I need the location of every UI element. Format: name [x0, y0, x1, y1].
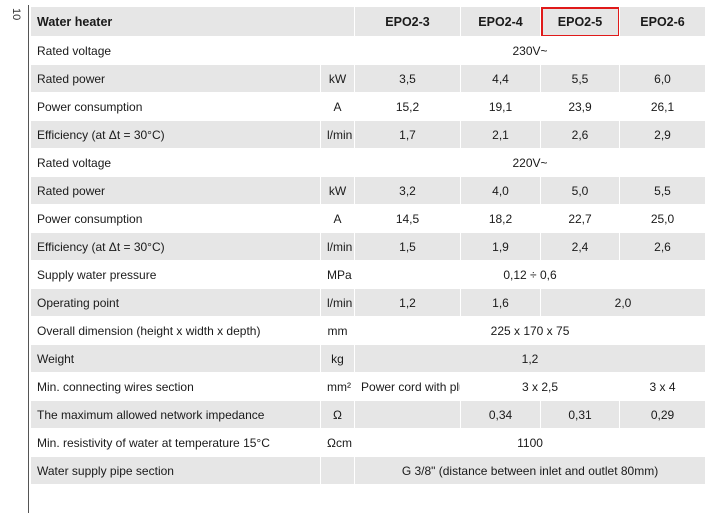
- header-row: Water heater EPO2-3 EPO2-4 EPO2-5 EPO2-6: [29, 6, 707, 37]
- row-unit: [319, 36, 356, 65]
- row-unit: Ωcm: [319, 428, 356, 457]
- table-row: Supply water pressure MPa 0,12 ÷ 0,6: [30, 260, 707, 289]
- row-value: 2,4: [540, 232, 621, 261]
- row-value: 5,0: [540, 176, 621, 205]
- row-value: 2,0: [540, 288, 707, 317]
- row-label: Rated power: [30, 64, 321, 93]
- row-value: 0,29: [619, 400, 707, 429]
- row-value: 220V~: [354, 148, 707, 177]
- page-number: 10: [10, 8, 22, 21]
- row-unit: Ω: [319, 400, 356, 429]
- row-value: 19,1: [460, 92, 542, 121]
- table-row: Efficiency (at Δt = 30°C) l/min 1,5 1,9 …: [30, 232, 707, 261]
- row-value: 23,9: [540, 92, 621, 121]
- row-value: 2,1: [460, 120, 542, 149]
- row-label: Weight: [30, 344, 321, 373]
- row-value: 0,12 ÷ 0,6: [354, 260, 707, 289]
- row-label: Overall dimension (height x width x dept…: [30, 316, 321, 345]
- row-value: [354, 400, 462, 429]
- table-row: Min. resistivity of water at temperature…: [30, 428, 707, 457]
- row-value: 4,0: [460, 176, 542, 205]
- row-label: Supply water pressure: [30, 260, 321, 289]
- row-value: 1,6: [460, 288, 542, 317]
- spec-table: Water heater EPO2-3 EPO2-4 EPO2-5 EPO2-6…: [29, 6, 707, 485]
- row-label: Power consumption: [30, 92, 321, 121]
- row-label: Operating point: [30, 288, 321, 317]
- table-row: Operating point l/min 1,2 1,6 2,0: [30, 288, 707, 317]
- row-value: 2,6: [540, 120, 621, 149]
- row-value: 18,2: [460, 204, 542, 233]
- row-unit: MPa: [319, 260, 356, 289]
- row-label: Water supply pipe section: [30, 456, 321, 485]
- table-row: The maximum allowed network impedance Ω …: [30, 400, 707, 429]
- row-value: 3 x 2,5: [460, 372, 621, 401]
- row-value: 2,9: [619, 120, 707, 149]
- row-value: 3,2: [354, 176, 462, 205]
- row-label: Rated power: [30, 176, 321, 205]
- model-header: EPO2-6: [619, 6, 707, 37]
- row-unit: l/min: [319, 232, 356, 261]
- table-title: Water heater: [29, 6, 356, 37]
- row-unit: A: [319, 204, 356, 233]
- margin-rule: [28, 5, 29, 513]
- row-value: 0,34: [460, 400, 542, 429]
- row-unit: mm²: [319, 372, 356, 401]
- model-header: EPO2-4: [460, 6, 542, 37]
- table-row: Rated power kW 3,2 4,0 5,0 5,5: [30, 176, 707, 205]
- row-value: 1,2: [354, 288, 462, 317]
- model-header: EPO2-3: [354, 6, 462, 37]
- row-value: Power cord with plug: [354, 372, 462, 401]
- row-value: 4,4: [460, 64, 542, 93]
- table-row: Rated voltage 220V~: [30, 148, 707, 177]
- table-row: Overall dimension (height x width x dept…: [30, 316, 707, 345]
- row-value: 0,31: [540, 400, 621, 429]
- row-value: 5,5: [619, 176, 707, 205]
- row-unit: mm: [319, 316, 356, 345]
- row-value: 1,7: [354, 120, 462, 149]
- row-value: 6,0: [619, 64, 707, 93]
- table-row: Min. connecting wires section mm² Power …: [30, 372, 707, 401]
- row-value: 225 x 170 x 75: [354, 316, 707, 345]
- table-row: Weight kg 1,2: [30, 344, 707, 373]
- row-value: 1,9: [460, 232, 542, 261]
- row-unit: kW: [319, 64, 356, 93]
- row-label: Power consumption: [30, 204, 321, 233]
- table-row: Rated power kW 3,5 4,4 5,5 6,0: [30, 64, 707, 93]
- row-value: 25,0: [619, 204, 707, 233]
- table-row: Efficiency (at Δt = 30°C) l/min 1,7 2,1 …: [30, 120, 707, 149]
- model-header-highlighted: EPO2-5: [540, 6, 621, 37]
- row-label: Rated voltage: [30, 148, 321, 177]
- row-value: 1,5: [354, 232, 462, 261]
- row-value: 230V~: [354, 36, 707, 65]
- table-row: Water supply pipe section G 3/8" (distan…: [30, 456, 707, 485]
- table-row: Power consumption A 14,5 18,2 22,7 25,0: [30, 204, 707, 233]
- row-value: 3,5: [354, 64, 462, 93]
- row-unit: kg: [319, 344, 356, 373]
- row-value: 2,6: [619, 232, 707, 261]
- table-row: Power consumption A 15,2 19,1 23,9 26,1: [30, 92, 707, 121]
- row-label: Efficiency (at Δt = 30°C): [30, 232, 321, 261]
- row-label: Min. resistivity of water at temperature…: [30, 428, 321, 457]
- row-label: The maximum allowed network impedance: [30, 400, 321, 429]
- row-value: 14,5: [354, 204, 462, 233]
- row-label: Rated voltage: [30, 36, 321, 65]
- row-unit: l/min: [319, 120, 356, 149]
- row-value: 5,5: [540, 64, 621, 93]
- row-unit: [319, 456, 356, 485]
- row-value: 3 x 4: [619, 372, 707, 401]
- row-value: 15,2: [354, 92, 462, 121]
- table-row: Rated voltage 230V~: [30, 36, 707, 65]
- row-label: Efficiency (at Δt = 30°C): [30, 120, 321, 149]
- row-unit: A: [319, 92, 356, 121]
- row-value: 1,2: [354, 344, 707, 373]
- row-value: 26,1: [619, 92, 707, 121]
- row-value: 1100: [354, 428, 707, 457]
- row-value: G 3/8" (distance between inlet and outle…: [354, 456, 707, 485]
- row-value: 22,7: [540, 204, 621, 233]
- row-unit: l/min: [319, 288, 356, 317]
- row-unit: kW: [319, 176, 356, 205]
- row-unit: [319, 148, 356, 177]
- row-label: Min. connecting wires section: [30, 372, 321, 401]
